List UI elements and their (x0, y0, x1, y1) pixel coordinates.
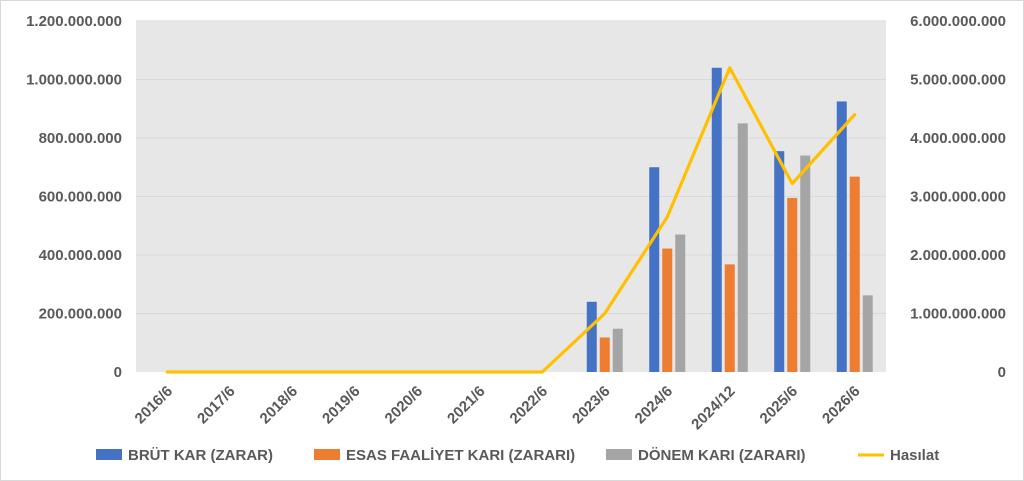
left-axis: 0 200.000.000 400.000.000 600.000.000 800.00… (26, 13, 122, 381)
bar (711, 67, 722, 373)
y-left-tick-label: 200.000.000 (39, 306, 122, 323)
y-left-tick-label: 600.000.000 (39, 189, 122, 206)
legend-swatch (96, 449, 122, 460)
y-left-tick-label: 800.000.000 (39, 130, 122, 147)
x-tick-label: 2022/6 (507, 383, 551, 427)
x-tick-label: 2026/6 (819, 383, 863, 427)
bar (862, 295, 873, 372)
right-axis: 0 1.000.000.000 2.000.000.000 3.000.000.000… (910, 13, 1006, 381)
legend-label: BRÜT KAR (ZARAR) (128, 447, 273, 464)
y-right-tick-label: 1.000.000.000 (910, 306, 1006, 323)
y-right-tick-label: 5.000.000.000 (910, 72, 1006, 89)
x-tick-label: 2020/6 (382, 383, 426, 427)
bar (724, 264, 735, 372)
x-tick-label: 2021/6 (444, 383, 488, 427)
y-right-tick-label: 4.000.000.000 (910, 130, 1006, 147)
x-tick-label: 2023/6 (569, 383, 613, 427)
x-axis: 2016/6 2017/6 2018/6 2019/6 2020/6 2021/6 2022… (132, 383, 864, 433)
bar (774, 151, 785, 372)
x-tick-label: 2019/6 (319, 383, 363, 427)
bar (800, 155, 811, 372)
y-left-tick-label: 1.200.000.000 (26, 13, 122, 30)
x-tick-label: 2016/6 (132, 383, 176, 427)
legend-swatch (314, 449, 340, 460)
bar (662, 248, 673, 372)
y-left-tick-label: 400.000.000 (39, 247, 122, 264)
y-right-tick-label: 2.000.000.000 (910, 247, 1006, 264)
bar (849, 176, 860, 372)
bar (612, 328, 623, 372)
revenue-line (165, 66, 857, 374)
bar (675, 234, 686, 372)
bar (649, 167, 660, 372)
legend-label: Hasılat (890, 447, 939, 464)
bar (737, 123, 748, 372)
x-tick-label: 2018/6 (257, 383, 301, 427)
legend-label: ESAS FAALİYET KARI (ZARARI) (346, 447, 575, 464)
legend-swatch (606, 449, 632, 460)
y-right-tick-label: 6.000.000.000 (910, 13, 1006, 30)
x-tick-label: 2024/12 (688, 383, 738, 433)
y-right-tick-label: 3.000.000.000 (910, 189, 1006, 206)
x-tick-label: 2024/6 (632, 383, 676, 427)
legend-label: DÖNEM KARI (ZARARI) (638, 447, 805, 464)
y-left-tick-label: 1.000.000.000 (26, 72, 122, 89)
gridlines (136, 20, 886, 314)
series-line (165, 66, 857, 374)
bar (586, 301, 597, 372)
x-tick-label: 2025/6 (757, 383, 801, 427)
bar (836, 101, 847, 372)
legend: BRÜT KAR (ZARAR) ESAS FAALİYET KARI (ZARA… (96, 447, 939, 464)
bar (599, 337, 610, 372)
x-tick-label: 2017/6 (194, 383, 238, 427)
bars (586, 67, 873, 373)
y-right-tick-label: 0 (998, 364, 1006, 381)
bar (787, 197, 798, 372)
y-left-tick-label: 0 (114, 364, 122, 381)
